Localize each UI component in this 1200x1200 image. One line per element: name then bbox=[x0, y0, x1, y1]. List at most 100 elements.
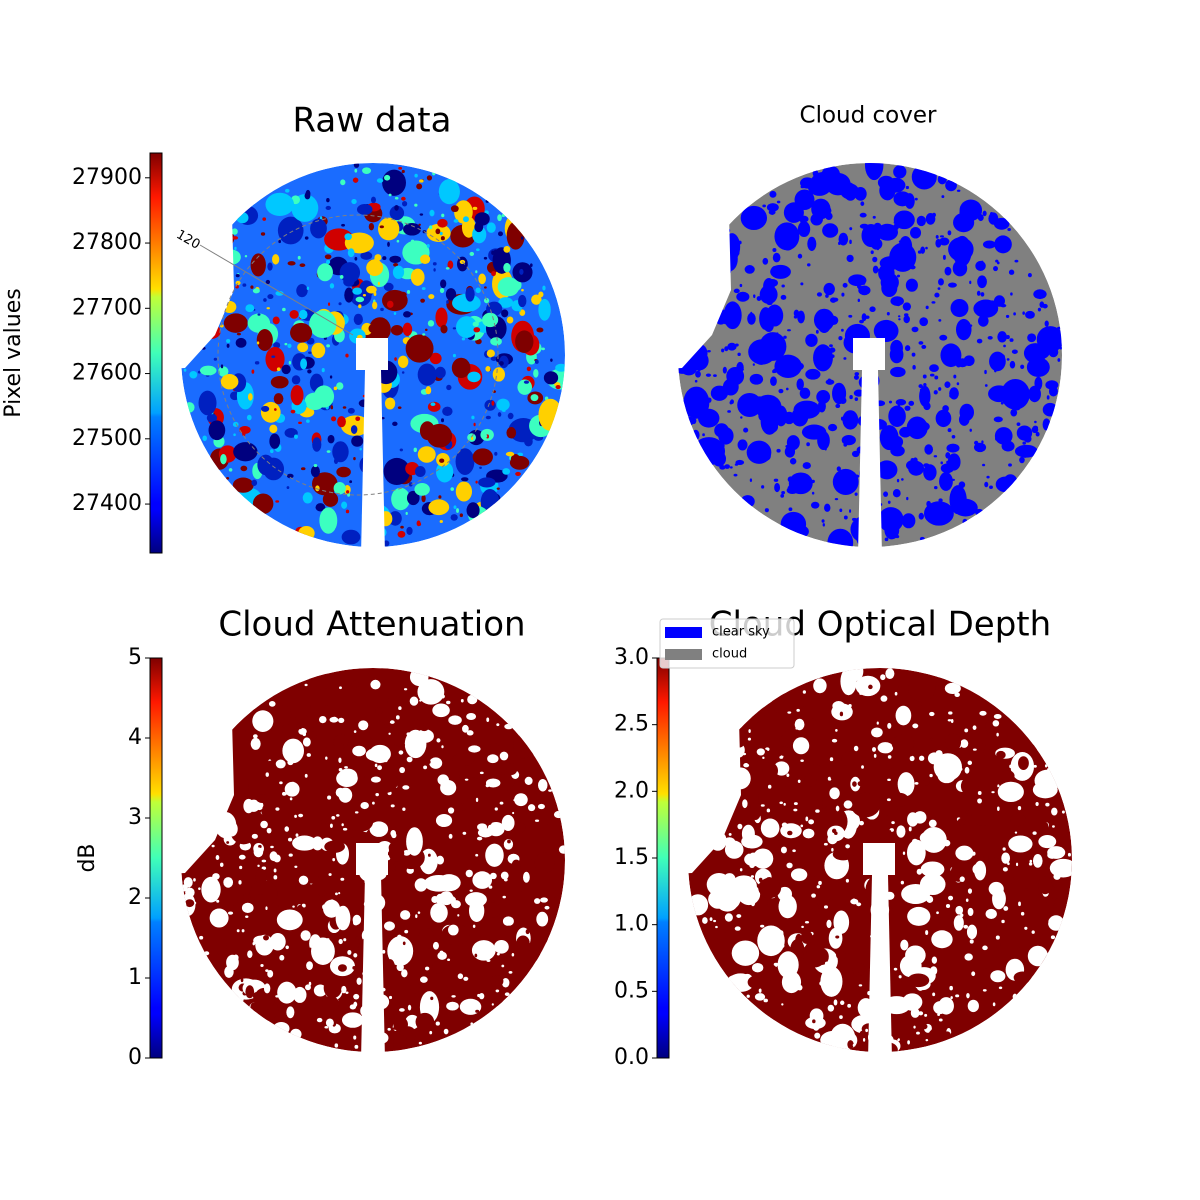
sky-blob bbox=[925, 305, 929, 310]
sky-blob bbox=[252, 493, 274, 515]
sky-blob bbox=[737, 823, 743, 830]
sky-blob bbox=[1020, 458, 1025, 463]
legend-swatch bbox=[665, 627, 702, 638]
sky-blob bbox=[261, 859, 267, 863]
sky-blob bbox=[435, 366, 446, 379]
sky-blob bbox=[982, 945, 988, 951]
sky-blob bbox=[977, 275, 987, 289]
sky-blob bbox=[940, 461, 944, 465]
sky-blob bbox=[409, 696, 419, 706]
sky-blob bbox=[766, 1006, 771, 1011]
sky-blob bbox=[300, 750, 304, 753]
sky-blob bbox=[900, 880, 905, 885]
sky-blob bbox=[875, 750, 878, 753]
sky-blob bbox=[529, 807, 534, 810]
sky-blob bbox=[289, 988, 300, 997]
sky-blob bbox=[344, 233, 352, 241]
sky-blob bbox=[852, 781, 857, 787]
sky-blob bbox=[341, 823, 344, 827]
sky-blob bbox=[351, 435, 364, 447]
sky-blob bbox=[834, 497, 839, 501]
sky-blob bbox=[859, 212, 867, 218]
legend-swatch bbox=[665, 649, 702, 660]
sky-blob bbox=[808, 763, 822, 777]
sky-blob bbox=[465, 892, 487, 908]
mask-wedge bbox=[858, 370, 882, 555]
sky-blob bbox=[448, 833, 453, 839]
sky-blob bbox=[352, 965, 357, 970]
sky-blob bbox=[879, 256, 902, 270]
sky-blob bbox=[447, 807, 455, 814]
sky-blob bbox=[256, 805, 263, 811]
sky-blob bbox=[928, 819, 937, 828]
sky-blob bbox=[955, 845, 974, 861]
sky-blob bbox=[491, 1003, 494, 1006]
sky-blob bbox=[338, 768, 358, 784]
sky-blob bbox=[805, 973, 810, 976]
sky-blob bbox=[286, 473, 294, 479]
sky-blob bbox=[352, 287, 363, 295]
sky-blob bbox=[1057, 358, 1061, 362]
sky-blob bbox=[983, 854, 989, 861]
sky-blob bbox=[298, 875, 309, 885]
sky-blob bbox=[313, 984, 327, 997]
sky-blob bbox=[898, 240, 903, 243]
sky-blob bbox=[281, 364, 291, 375]
sky-blob bbox=[759, 332, 787, 361]
sky-blob bbox=[199, 365, 217, 376]
sky-blob bbox=[916, 701, 923, 707]
sky-blob bbox=[780, 846, 787, 854]
sky-blob bbox=[537, 799, 542, 804]
sky-blob bbox=[687, 414, 691, 417]
sky-blob bbox=[272, 254, 280, 265]
colorbar-tick-label: 1.0 bbox=[614, 912, 649, 937]
sky-blob bbox=[737, 352, 741, 357]
sky-blob bbox=[484, 399, 496, 411]
sky-blob bbox=[869, 306, 876, 313]
sky-blob bbox=[253, 847, 264, 858]
sky-blob bbox=[984, 384, 988, 387]
sky-blob bbox=[765, 420, 779, 433]
sky-blob bbox=[998, 434, 1001, 437]
sky-blob bbox=[771, 211, 774, 215]
sky-blob bbox=[762, 762, 779, 780]
sky-blob bbox=[929, 773, 933, 778]
sky-blob bbox=[451, 900, 461, 909]
sky-blob bbox=[929, 373, 935, 377]
sky-blob bbox=[276, 705, 292, 724]
sky-blob bbox=[792, 849, 796, 853]
sky-blob bbox=[401, 196, 406, 201]
sky-blob bbox=[908, 826, 912, 832]
sky-blob bbox=[432, 262, 437, 266]
sky-blob bbox=[872, 265, 879, 274]
sky-blob bbox=[949, 387, 959, 400]
sky-blob bbox=[347, 471, 351, 475]
sky-blob bbox=[390, 190, 395, 194]
sky-blob bbox=[486, 222, 496, 233]
sky-blob bbox=[251, 369, 255, 374]
sky-blob bbox=[476, 836, 483, 841]
sky-blob bbox=[958, 767, 963, 771]
sky-blob bbox=[505, 925, 513, 934]
sky-blob bbox=[955, 905, 964, 915]
sky-blob bbox=[393, 262, 399, 267]
sky-blob bbox=[285, 188, 290, 193]
sky-blob bbox=[526, 366, 531, 372]
sky-blob bbox=[445, 1011, 449, 1015]
sky-blob bbox=[812, 1019, 816, 1024]
sky-blob bbox=[997, 784, 1000, 788]
sky-blob bbox=[298, 309, 308, 320]
sky-blob bbox=[267, 970, 274, 978]
sky-blob bbox=[418, 1041, 422, 1045]
sky-blob bbox=[898, 857, 905, 863]
sky-blob bbox=[793, 802, 798, 806]
sky-blob bbox=[518, 294, 527, 308]
sky-blob bbox=[396, 239, 400, 243]
sky-blob bbox=[870, 238, 883, 250]
sky-blob bbox=[906, 416, 928, 440]
sky-blob bbox=[464, 778, 469, 781]
sky-blob bbox=[236, 332, 241, 336]
sky-blob bbox=[747, 737, 752, 741]
sky-blob bbox=[220, 374, 239, 390]
sky-blob bbox=[754, 394, 782, 419]
